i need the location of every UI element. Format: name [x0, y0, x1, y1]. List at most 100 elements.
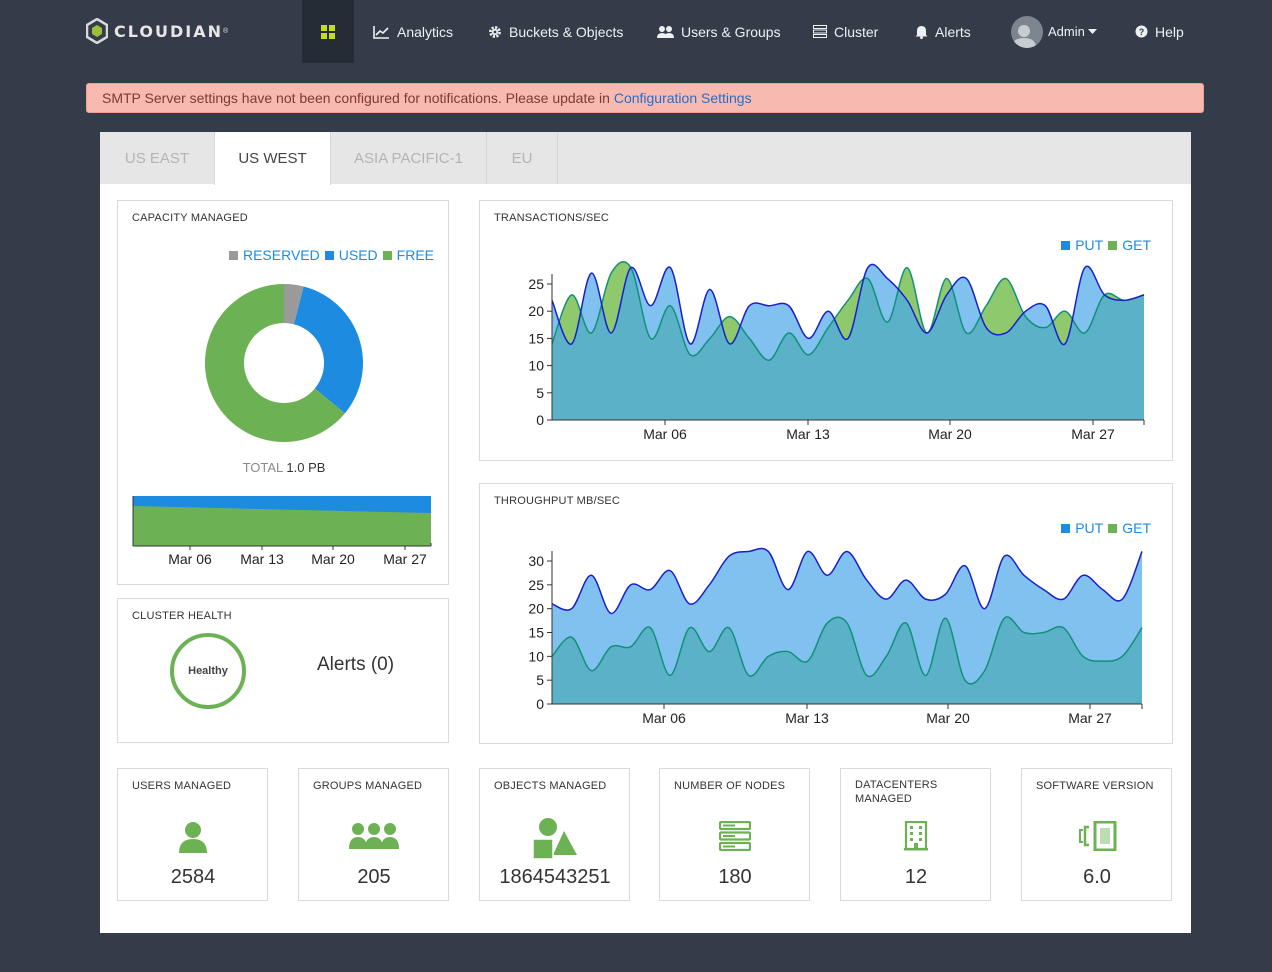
cluster-health-title: CLUSTER HEALTH: [132, 610, 232, 622]
tab-asia-pacific-1[interactable]: ASIA PACIFIC-1: [331, 132, 487, 184]
top-navbar: CLOUDIAN ® Analytics Buckets & Objects U…: [0, 0, 1272, 63]
tab-eu[interactable]: EU: [487, 132, 558, 184]
server-icon: [719, 821, 751, 851]
transactions-card: TRANSACTIONS/SEC PUT GET 0 5 10 15 20 25 Mar 0…: [479, 200, 1173, 461]
y-tick-label: 25: [528, 577, 544, 593]
capacity-donut-chart: [205, 284, 363, 442]
nav-help[interactable]: ? Help: [1135, 0, 1184, 63]
software-version-title: SOFTWARE VERSION: [1036, 780, 1154, 792]
legend-get-swatch: [1108, 523, 1118, 533]
y-tick-label: 0: [536, 696, 544, 712]
number-of-nodes-title: NUMBER OF NODES: [674, 780, 786, 792]
tab-us-west[interactable]: US WEST: [214, 132, 331, 185]
objects-managed-card[interactable]: OBJECTS MANAGED 1864543251: [479, 768, 630, 901]
throughput-legend: PUT GET: [1056, 520, 1151, 536]
number-of-nodes-card[interactable]: NUMBER OF NODES 180: [659, 768, 810, 901]
users-icon: [657, 25, 674, 38]
throughput-title: THROUGHPUT MB/SEC: [494, 495, 621, 507]
nav-help-label: Help: [1155, 23, 1184, 40]
objects-managed-value: 1864543251: [499, 866, 611, 888]
legend-free-swatch: [382, 250, 392, 260]
dashboard-home-button[interactable]: [302, 0, 354, 63]
brand-trademark: ®: [222, 27, 229, 35]
groups-managed-card[interactable]: GROUPS MANAGED 205: [298, 768, 449, 901]
group-icon: [349, 823, 399, 849]
tab-us-east[interactable]: US EAST: [100, 132, 215, 184]
alert-message: SMTP Server settings have not been confi…: [102, 90, 610, 106]
donut-slice-reserved[interactable]: [284, 284, 304, 325]
capacity-x-tick-label: Mar 20: [311, 551, 355, 567]
legend-put-label: PUT: [1075, 520, 1104, 536]
legend-reserved-label: RESERVED: [242, 247, 320, 263]
caret-down-icon: [1087, 28, 1097, 34]
transactions-title: TRANSACTIONS/SEC: [494, 212, 610, 224]
donut-slice-free[interactable]: [205, 284, 345, 442]
cluster-health-card: CLUSTER HEALTH Healthy Alerts (0): [117, 598, 449, 743]
legend-put-swatch: [1061, 523, 1071, 533]
capacity-x-tick-label: Mar 06: [168, 551, 212, 567]
x-tick-label: Mar 20: [926, 710, 970, 726]
software-version-value: 6.0: [1083, 866, 1111, 888]
configuration-settings-link[interactable]: Configuration Settings: [613, 90, 752, 106]
capacity-x-tick-label: Mar 27: [383, 551, 427, 567]
y-tick-label: 20: [528, 601, 544, 617]
capacity-total-value: 1.0 PB: [286, 460, 326, 475]
legend-put-swatch: [1061, 240, 1071, 250]
nav-admin-menu[interactable]: Admin: [1011, 0, 1104, 63]
x-tick-label: Mar 06: [643, 426, 687, 442]
nav-alerts[interactable]: Alerts: [915, 0, 971, 63]
nav-buckets-objects[interactable]: Buckets & Objects: [488, 0, 623, 63]
transactions-legend: PUT GET: [1056, 237, 1151, 253]
nav-analytics-label: Analytics: [397, 23, 454, 40]
objects-icon-wrap: [480, 817, 630, 863]
legend-put-label: PUT: [1075, 237, 1104, 253]
health-status-ring[interactable]: Healthy: [170, 633, 246, 709]
x-tick-label: Mar 13: [785, 710, 829, 726]
users-managed-value: 2584: [170, 866, 216, 888]
brand-name: CLOUDIAN: [114, 21, 223, 41]
nav-admin-label: Admin: [1048, 24, 1085, 39]
health-status-label: Healthy: [188, 665, 228, 677]
number-of-nodes-value: 180: [718, 866, 752, 888]
region-tabs: US EAST US WEST ASIA PACIFIC-1 EU: [100, 132, 1191, 185]
nav-users-groups[interactable]: Users & Groups: [657, 0, 781, 63]
legend-get-swatch: [1108, 240, 1118, 250]
avatar: [1011, 15, 1043, 48]
cloudian-logo[interactable]: CLOUDIAN ®: [86, 16, 228, 46]
alerts-count[interactable]: Alerts (0): [317, 654, 395, 675]
users-managed-card[interactable]: USERS MANAGED 2584: [117, 768, 268, 901]
legend-reserved-swatch: [228, 250, 238, 260]
throughput-card: THROUGHPUT MB/SEC PUT GET 0 5 10 15 20 25 30 Ma…: [479, 483, 1173, 744]
nav-cluster[interactable]: Cluster: [813, 0, 878, 63]
y-tick-label: 5: [536, 385, 544, 401]
capacity-x-tick-label: Mar 13: [240, 551, 284, 567]
datacenters-managed-value: 12: [904, 866, 928, 888]
x-tick-label: Mar 27: [1068, 710, 1112, 726]
capacity-trend-chart: Mar 06 Mar 13 Mar 20 Mar 27: [132, 496, 432, 567]
datacenters-managed-card[interactable]: DATACENTERS MANAGED 12: [840, 768, 991, 901]
y-tick-label: 10: [528, 648, 544, 664]
nav-analytics[interactable]: Analytics: [373, 0, 453, 63]
grid-icon: [321, 24, 335, 39]
y-tick-label: 20: [528, 303, 544, 319]
dashboard-panel: US EAST US WEST ASIA PACIFIC-1 EU CAPACI…: [100, 132, 1191, 933]
objects-icon: [532, 818, 577, 860]
software-version-card[interactable]: SOFTWARE VERSION 6.0: [1021, 768, 1172, 901]
line-chart-icon: [373, 25, 389, 39]
nav-buckets-label: Buckets & Objects: [509, 23, 624, 40]
y-tick-label: 25: [528, 276, 544, 292]
legend-used-swatch: [324, 250, 334, 260]
y-tick-label: 5: [536, 672, 544, 688]
building-icon: [904, 821, 928, 851]
objects-managed-title: OBJECTS MANAGED: [494, 780, 607, 792]
nav-users-label: Users & Groups: [681, 23, 781, 40]
version-icon-wrap: [1022, 821, 1172, 851]
legend-used-label: USED: [338, 247, 378, 263]
y-tick-label: 15: [528, 625, 544, 641]
transactions-area-chart: 0 5 10 15 20 25 Mar 06 Mar 13 Mar 20 Mar 27: [528, 261, 1145, 442]
bell-icon: [915, 25, 928, 39]
donut-slice-used[interactable]: [293, 286, 363, 414]
server-icon: [813, 25, 827, 38]
legend-get-label: GET: [1122, 237, 1151, 253]
capacity-free-area: [133, 506, 431, 546]
